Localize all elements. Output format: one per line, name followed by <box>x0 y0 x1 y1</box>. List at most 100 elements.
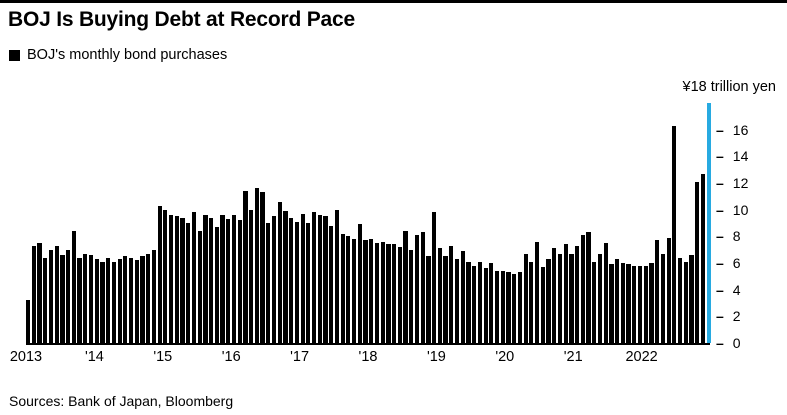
legend-label: BOJ's monthly bond purchases <box>27 47 228 63</box>
bar <box>695 181 700 343</box>
bar <box>48 249 54 343</box>
bar <box>94 259 99 343</box>
y-tick-mark: – <box>716 201 724 218</box>
bar <box>620 263 625 343</box>
bar <box>283 211 288 343</box>
y-tick-value: 14 <box>732 148 749 165</box>
y-tick-value: 0 <box>732 335 741 351</box>
bar <box>494 271 500 343</box>
bar <box>209 217 214 343</box>
x-tick-label: '21 <box>563 349 583 365</box>
bar <box>569 253 574 343</box>
bar <box>552 248 557 343</box>
bar <box>615 259 620 343</box>
bar <box>157 205 162 343</box>
bar <box>117 259 122 343</box>
bar <box>672 125 677 343</box>
bar <box>123 256 128 343</box>
bar <box>534 241 540 343</box>
x-tick-label: 2022 <box>625 349 658 365</box>
bar <box>163 209 168 343</box>
bar <box>655 240 660 343</box>
y-tick-label: –14 <box>716 149 748 163</box>
y-tick-label: –4 <box>716 283 741 297</box>
bar <box>506 272 511 343</box>
bar <box>403 231 408 343</box>
bar <box>386 244 391 343</box>
bar <box>563 244 568 343</box>
y-tick-value: 12 <box>732 175 749 192</box>
y-tick-value: 6 <box>732 255 741 272</box>
bar <box>100 261 105 343</box>
bar <box>294 221 299 343</box>
bar <box>249 209 254 343</box>
bar <box>329 225 334 343</box>
bar <box>300 213 305 343</box>
bar <box>677 257 683 343</box>
y-tick-label: –16 <box>716 123 748 137</box>
bar <box>414 235 420 343</box>
bar <box>557 253 563 343</box>
bar <box>592 261 597 343</box>
x-tick-label: '17 <box>290 349 310 365</box>
bar <box>603 243 608 343</box>
bar <box>472 265 477 343</box>
x-tick-label: '15 <box>153 349 173 365</box>
bar <box>357 224 362 343</box>
y-tick-mark: – <box>716 281 724 298</box>
y-tick-label: –8 <box>716 229 741 243</box>
bar <box>466 261 471 343</box>
y-tick-label: –0 <box>716 336 741 350</box>
bar <box>289 217 294 343</box>
y-axis: –0–2–4–6–8–10–12–14–16 <box>716 103 782 350</box>
bar <box>540 267 545 343</box>
x-axis: 2013 '14 '15 '16 '17 '18 '19 '20 '21 2022 <box>10 349 710 367</box>
bar <box>706 103 711 343</box>
bar <box>437 248 442 343</box>
bar <box>666 237 671 343</box>
bar <box>237 220 242 343</box>
bar <box>517 272 523 343</box>
bar <box>260 192 265 343</box>
bar <box>443 256 448 343</box>
bar <box>311 212 317 343</box>
bar <box>306 223 311 343</box>
bar <box>243 191 248 343</box>
y-tick-mark: – <box>716 228 724 245</box>
bar <box>409 249 414 343</box>
bar <box>689 255 694 343</box>
bar <box>191 212 197 343</box>
bar <box>397 247 402 343</box>
bar <box>609 264 614 343</box>
bar <box>226 219 231 343</box>
bar <box>128 257 134 343</box>
y-tick-mark: – <box>716 148 724 165</box>
bar <box>71 231 76 343</box>
bar <box>88 255 94 343</box>
bar <box>477 261 482 343</box>
bar <box>632 265 637 343</box>
bar <box>31 245 36 343</box>
bar <box>460 251 465 343</box>
bar <box>151 249 157 343</box>
bar <box>317 215 322 343</box>
bar <box>523 253 528 343</box>
bar <box>197 231 202 343</box>
bar <box>580 235 585 343</box>
bar <box>626 264 631 343</box>
bar <box>83 253 88 343</box>
y-tick-value: 10 <box>732 201 749 218</box>
bar <box>432 212 437 343</box>
bar <box>351 239 357 343</box>
bar <box>546 259 551 343</box>
bar <box>369 239 374 343</box>
bars <box>26 103 711 343</box>
bar <box>489 263 494 343</box>
y-tick-mark: – <box>716 255 724 272</box>
bar <box>37 243 42 343</box>
sources-note: Sources: Bank of Japan, Bloomberg <box>9 393 234 409</box>
y-tick-label: –10 <box>716 203 748 217</box>
bar <box>374 243 380 343</box>
y-tick-value: 8 <box>732 228 741 245</box>
